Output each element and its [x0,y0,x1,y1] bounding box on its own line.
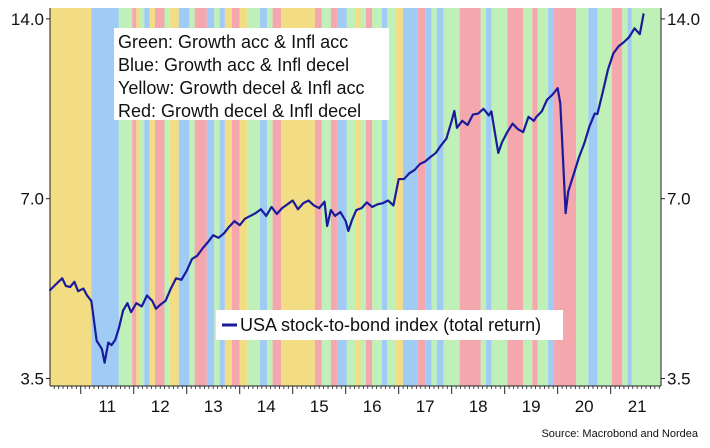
x-tick-label: 19 [522,397,541,416]
regime-band-red [459,8,481,386]
regime-band-blue [337,8,347,386]
regime-band-green [267,8,273,386]
regime-band-green [443,8,460,386]
regime-band-green [537,8,549,386]
regime-band-blue [588,8,598,386]
regime-band-blue [425,8,432,386]
regime-band-blue [259,8,268,386]
x-tick-label: 16 [363,397,382,416]
regime-legend: Green: Growth acc & Infl acc Blue: Growt… [114,28,389,121]
x-axis: 11 12 13 14 15 16 17 18 19 20 21 [53,386,660,416]
x-tick-label: 11 [98,397,116,416]
regime-band-green [372,8,382,386]
regime-band-yellow [355,8,361,386]
regime-band-green [431,8,437,386]
regime-band-yellow [224,8,232,386]
regime-band-red [507,8,524,386]
regime-band-green [164,8,170,386]
regime-band-green [622,8,628,386]
regime-band-blue [144,8,150,386]
regime-legend-blue: Blue: Growth acc & Infl decel [118,55,349,75]
regime-band-green [387,8,397,386]
x-tick-label: 21 [628,397,647,416]
regime-band-yellow [169,8,179,386]
series-legend: USA stock-to-bond index (total return) [216,310,563,340]
regime-band-blue [402,8,418,386]
regime-band-red [365,8,373,386]
y-tick-label-left: 7.0 [20,190,44,209]
regime-band-red [330,8,338,386]
regime-legend-green: Green: Growth acc & Infl acc [118,32,348,52]
regime-band-green [491,8,508,386]
regime-band-red [532,8,538,386]
x-tick-label: 12 [151,397,170,416]
regime-band-red [132,8,137,386]
series-legend-label: USA stock-to-bond index (total return) [240,315,541,335]
regime-band-red [154,8,165,386]
x-tick-label: 18 [469,397,488,416]
regime-legend-box [114,28,389,120]
x-tick-label: 17 [416,397,435,416]
x-tick-label: 20 [575,397,594,416]
regime-band-yellow [239,8,248,386]
regime-band-blue [381,8,388,386]
plot-frame [49,8,662,387]
regime-band-green [321,8,331,386]
regime-band-blue [486,8,492,386]
regime-band-yellow [136,8,141,386]
regime-band-yellow [149,8,155,386]
y-axis-right: 3.5 7.0 14.0 [661,10,700,388]
regime-band-blue [219,8,225,386]
regime-band-green [360,8,366,386]
source-note: Source: Macrobond and Nordea [541,428,698,440]
regime-band-red [314,8,322,386]
regime-legend-red: Red: Growth decel & Infl decel [118,101,361,121]
regime-band-blue [436,8,444,386]
regime-band-red [272,8,282,386]
regime-band-green [346,8,356,386]
regime-band-green [631,8,661,386]
y-axis-left: 3.5 7.0 14.0 [11,10,50,388]
regime-band-blue [548,8,554,386]
regime-band-red [611,8,623,386]
y-tick-label-right: 14.0 [667,10,700,29]
regime-band-green [214,8,220,386]
x-tick-label: 14 [257,397,276,416]
regime-band-red [417,8,426,386]
x-tick-label: 13 [204,397,223,416]
regime-band-blue [206,8,215,386]
regime-band-yellow [50,8,92,386]
series-line [48,13,645,364]
regime-band-yellow [396,8,403,386]
y-tick-label-left: 14.0 [11,10,44,29]
y-tick-label-right: 3.5 [667,369,691,388]
regime-band-red [231,8,240,386]
regime-band-green [140,8,145,386]
regime-legend-yellow: Yellow: Growth decel & Infl acc [118,78,364,98]
regime-band-green [523,8,533,386]
regime-band-blue [178,8,190,386]
regime-band-green [576,8,589,386]
regime-band-green [480,8,487,386]
series-legend-box [216,310,563,340]
y-tick-label-left: 3.5 [20,369,44,388]
x-tick-label: 15 [310,397,329,416]
regime-band-blue [627,8,632,386]
regime-band-green [189,8,195,386]
series-layer [48,13,645,364]
y-tick-label-right: 7.0 [667,190,691,209]
